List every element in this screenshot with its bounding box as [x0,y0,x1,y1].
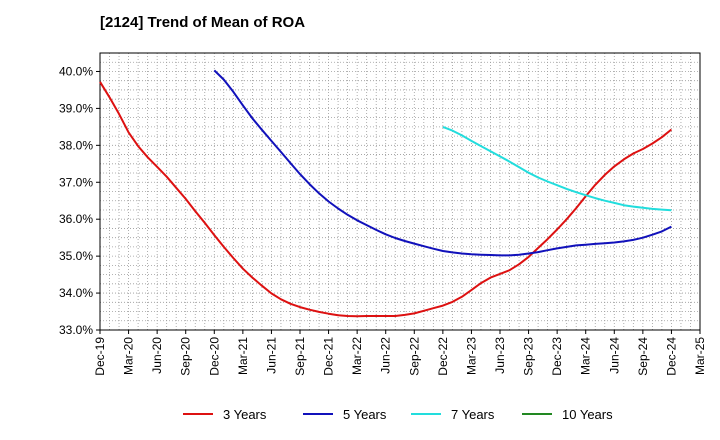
x-tick-label: Dec-24 [664,337,678,376]
x-tick-label: Sep-22 [407,337,421,376]
x-tick-label: Dec-19 [93,337,107,376]
y-tick-label: 38.0% [59,138,93,152]
x-tick-label: Mar-23 [464,337,478,375]
chart-title: [2124] Trend of Mean of ROA [100,14,306,31]
x-tick-label: Sep-23 [522,337,536,376]
x-tick-label: Dec-21 [322,337,336,376]
y-tick-label: 37.0% [59,175,93,189]
legend: 3 Years 5 Years 7 Years 10 Years [183,407,613,422]
x-tick-label: Jun-20 [150,337,164,374]
x-tick-label: Jun-24 [607,337,621,374]
series-line-3-years [99,81,673,318]
x-tick-label: Sep-20 [179,337,193,376]
x-tick-label: Dec-23 [550,337,564,376]
x-tick-label: Jun-21 [264,337,278,374]
y-tick-label: 33.0% [59,323,93,337]
y-tick-label: 34.0% [59,286,93,300]
x-tick-label: Dec-22 [436,337,450,376]
x-tick-label: Sep-24 [636,337,650,376]
legend-label: 5 Years [343,407,387,422]
series-lines [99,69,673,318]
x-axis-ticks: Dec-19 Mar-20 Jun-20 Sep-20 Dec-20 Mar-21 Jun-… [93,330,707,376]
y-tick-label: 40.0% [59,64,93,78]
x-tick-label: Mar-21 [236,337,250,375]
x-tick-label: Mar-25 [693,337,707,375]
legend-label: 3 Years [223,407,267,422]
legend-label: 7 Years [451,407,495,422]
x-tick-label: Mar-22 [350,337,364,375]
y-axis-ticks: 33.0% 34.0% 35.0% 36.0% 37.0% 38.0% 39.0% 40.0% [59,64,100,337]
x-tick-label: Jun-23 [493,337,507,374]
x-tick-label: Jun-22 [379,337,393,374]
series-line-7-years [442,125,672,212]
y-tick-label: 36.0% [59,212,93,226]
grid-lines [100,53,700,330]
plot-border [99,52,701,331]
x-tick-label: Mar-20 [122,337,136,375]
x-tick-label: Sep-21 [293,337,307,376]
series-line-5-years [213,69,672,257]
legend-label: 10 Years [562,407,613,422]
x-tick-label: Mar-24 [579,337,593,375]
x-tick-label: Dec-20 [207,337,221,376]
y-tick-label: 35.0% [59,249,93,263]
y-tick-label: 39.0% [59,101,93,115]
